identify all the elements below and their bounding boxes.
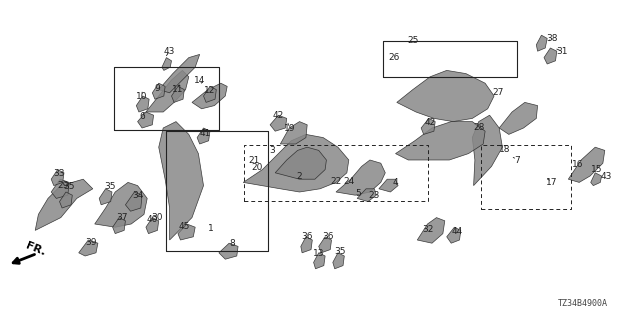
Text: 5: 5 — [356, 189, 361, 198]
Text: 10: 10 — [136, 92, 148, 100]
Text: 42: 42 — [424, 118, 436, 127]
Polygon shape — [421, 118, 435, 134]
Polygon shape — [396, 122, 485, 160]
Polygon shape — [319, 237, 332, 253]
Text: 20: 20 — [252, 163, 263, 172]
Polygon shape — [178, 224, 195, 240]
Polygon shape — [280, 122, 307, 144]
Text: 8: 8 — [230, 239, 235, 248]
Polygon shape — [35, 179, 93, 230]
Text: 35: 35 — [335, 247, 346, 256]
Polygon shape — [499, 102, 538, 134]
Text: 27: 27 — [492, 88, 504, 97]
Text: TZ34B4900A: TZ34B4900A — [558, 299, 608, 308]
Polygon shape — [379, 179, 398, 192]
Polygon shape — [275, 147, 326, 179]
Polygon shape — [136, 96, 149, 112]
Text: 28: 28 — [473, 123, 484, 132]
Polygon shape — [60, 192, 72, 208]
Text: 14: 14 — [194, 76, 205, 84]
Text: 12: 12 — [204, 86, 216, 95]
Text: 34: 34 — [132, 191, 143, 200]
Polygon shape — [95, 182, 147, 227]
Text: 16: 16 — [572, 160, 583, 169]
Text: 39: 39 — [85, 238, 97, 247]
Polygon shape — [536, 35, 547, 51]
Polygon shape — [397, 70, 494, 122]
Text: 23: 23 — [369, 191, 380, 200]
Polygon shape — [270, 115, 287, 131]
Text: 2: 2 — [297, 172, 302, 180]
Text: 24: 24 — [343, 177, 355, 186]
Text: 22: 22 — [330, 177, 342, 186]
Polygon shape — [99, 189, 112, 205]
Text: 7: 7 — [515, 156, 520, 164]
Polygon shape — [51, 179, 69, 198]
Polygon shape — [301, 237, 312, 253]
Polygon shape — [472, 115, 502, 186]
Polygon shape — [314, 253, 325, 269]
Text: 37: 37 — [116, 213, 127, 222]
Text: 13: 13 — [313, 249, 324, 258]
Polygon shape — [172, 86, 184, 102]
Polygon shape — [333, 253, 344, 269]
Text: 36: 36 — [322, 232, 333, 241]
Text: 6: 6 — [140, 112, 145, 121]
Text: 9: 9 — [154, 84, 159, 93]
Polygon shape — [336, 160, 385, 195]
Text: 32: 32 — [422, 225, 433, 234]
Text: FR.: FR. — [24, 241, 47, 258]
Text: 18: 18 — [499, 145, 510, 154]
Polygon shape — [146, 218, 159, 234]
Text: 38: 38 — [546, 34, 557, 43]
Polygon shape — [219, 243, 238, 259]
Text: 25: 25 — [407, 36, 419, 45]
Polygon shape — [544, 48, 557, 64]
Polygon shape — [146, 70, 189, 112]
Text: 31: 31 — [556, 47, 568, 56]
Text: 36: 36 — [301, 232, 313, 241]
Text: 42: 42 — [273, 111, 284, 120]
Text: 43: 43 — [164, 47, 175, 56]
Text: 1: 1 — [209, 224, 214, 233]
Polygon shape — [162, 58, 172, 70]
Polygon shape — [243, 134, 349, 192]
Text: 17: 17 — [546, 178, 557, 187]
Text: 26: 26 — [388, 53, 399, 62]
Polygon shape — [152, 83, 165, 99]
Text: 15: 15 — [591, 165, 602, 174]
Polygon shape — [51, 170, 64, 186]
Polygon shape — [125, 192, 142, 211]
Text: 4: 4 — [393, 178, 398, 187]
Text: 41: 41 — [199, 129, 211, 138]
Polygon shape — [159, 122, 204, 240]
Text: 43: 43 — [601, 172, 612, 181]
Polygon shape — [192, 83, 227, 109]
Text: 40: 40 — [147, 215, 158, 224]
Polygon shape — [113, 218, 125, 234]
Text: 11: 11 — [172, 85, 184, 94]
Polygon shape — [159, 54, 200, 93]
Text: 45: 45 — [179, 222, 190, 231]
Polygon shape — [197, 128, 210, 144]
Polygon shape — [568, 147, 605, 182]
Text: 21: 21 — [248, 156, 260, 164]
Polygon shape — [138, 112, 154, 128]
Text: 35: 35 — [63, 182, 75, 191]
Text: 3: 3 — [269, 146, 275, 155]
Text: 33: 33 — [53, 169, 65, 178]
Text: 35: 35 — [104, 182, 116, 191]
Text: 29: 29 — [57, 181, 68, 190]
Text: 19: 19 — [284, 124, 295, 133]
Polygon shape — [357, 189, 376, 202]
Polygon shape — [204, 86, 216, 102]
Text: 44: 44 — [452, 227, 463, 236]
Polygon shape — [417, 218, 445, 243]
Polygon shape — [447, 227, 461, 243]
Polygon shape — [591, 173, 602, 186]
Text: 30: 30 — [151, 213, 163, 222]
Polygon shape — [79, 240, 98, 256]
